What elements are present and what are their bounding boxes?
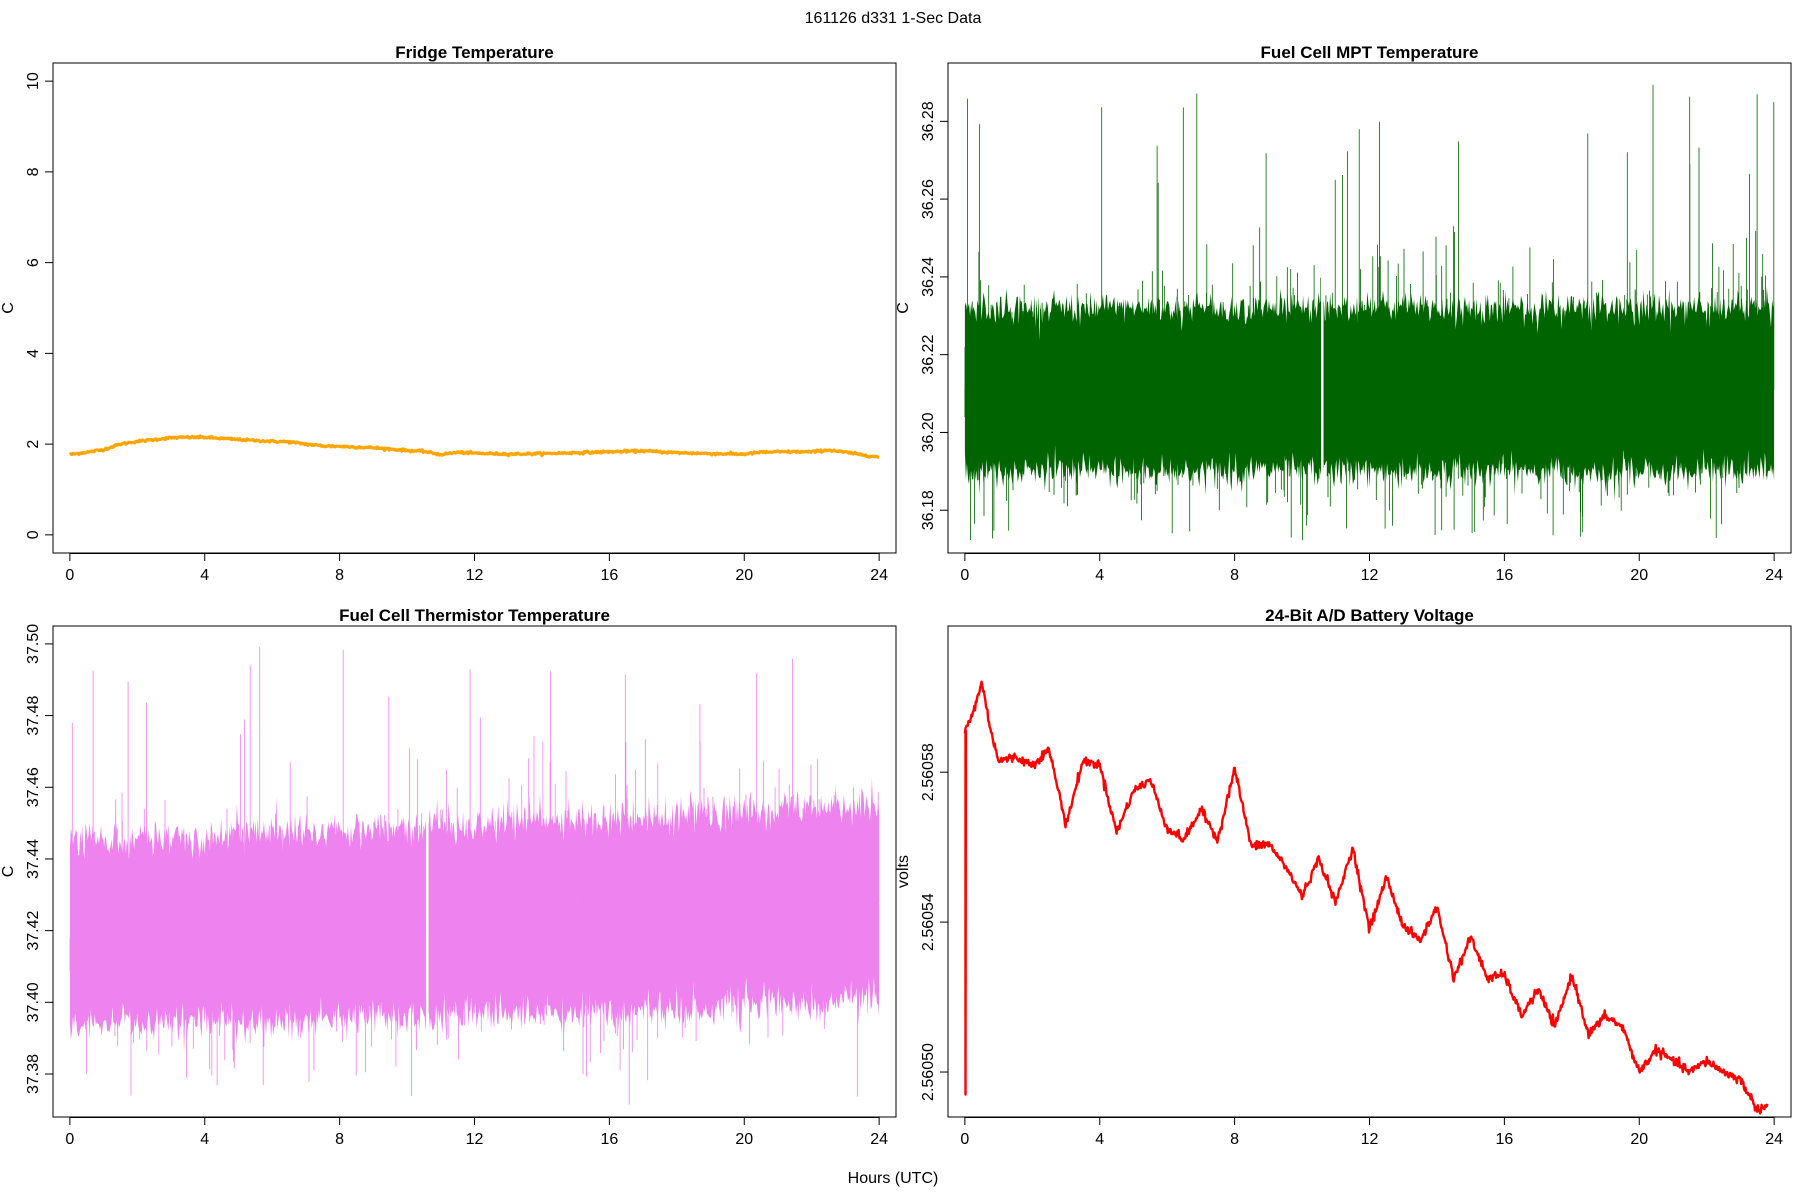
battery-voltage-panel: 24-Bit A/D Battery Voltage 0 4 8 12 16 20 24 2.5…	[895, 606, 1792, 1148]
fridge-x-tick-label: 20	[735, 567, 753, 584]
mpt-x-tick-label: 24	[1765, 567, 1783, 584]
mpt-x-tick-label: 0	[960, 567, 969, 584]
voltage-y-tick-label: 2.56058	[920, 743, 937, 801]
fridge-x-tick-label: 24	[870, 567, 888, 584]
mpt-y-tick-label: 36.24	[920, 257, 937, 297]
voltage-y-tick-label: 2.56054	[920, 893, 937, 951]
fridge-plot-frame	[52, 62, 897, 554]
mpt-x-tick-label: 8	[1230, 567, 1239, 584]
mpt-panel-title: Fuel Cell MPT Temperature	[1261, 43, 1479, 62]
thermistor-x-tick-label: 4	[200, 1131, 209, 1148]
mpt-x-tick-label: 12	[1361, 567, 1379, 584]
fridge-x-tick-label: 8	[335, 567, 344, 584]
thermistor-y-tick-label: 37.38	[25, 1054, 42, 1094]
fridge-x-tick-label: 16	[600, 567, 618, 584]
fridge-y-tick-label: 4	[25, 349, 42, 358]
mpt-y-tick-label: 36.22	[920, 335, 937, 375]
thermistor-y-tick-label: 37.50	[25, 624, 42, 664]
mpt-x-tick-label: 20	[1630, 567, 1648, 584]
thermistor-x-tick-label: 16	[600, 1131, 618, 1148]
voltage-panel-title: 24-Bit A/D Battery Voltage	[1265, 606, 1474, 625]
mpt-y-tick-label: 36.20	[920, 412, 937, 452]
thermistor-x-tick-label: 8	[335, 1131, 344, 1148]
voltage-y-axis-label: volts	[895, 855, 912, 888]
fridge-plot-area	[68, 434, 880, 459]
mpt-y-tick-label: 36.18	[920, 490, 937, 530]
mpt-plot-area	[964, 84, 1775, 541]
voltage-series-line	[963, 680, 1769, 1115]
thermistor-y-tick-label: 37.48	[25, 695, 42, 735]
figure-xlabel: Hours (UTC)	[848, 1170, 939, 1187]
fuel-cell-mpt-temperature-panel: Fuel Cell MPT Temperature 0 4 8 12 16 20 24 36.1…	[895, 43, 1792, 584]
fridge-y-tick-label: 8	[25, 167, 42, 176]
fridge-x-tick-label: 12	[466, 567, 484, 584]
fridge-y-tick-label: 6	[25, 258, 42, 267]
thermistor-y-tick-label: 37.46	[25, 767, 42, 807]
voltage-x-tick-label: 20	[1630, 1131, 1648, 1148]
fridge-x-tick-label: 0	[65, 567, 74, 584]
thermistor-y-tick-label: 37.42	[25, 911, 42, 951]
voltage-x-tick-label: 4	[1095, 1131, 1104, 1148]
voltage-plot-frame	[947, 625, 1792, 1118]
voltage-x-tick-label: 8	[1230, 1131, 1239, 1148]
thermistor-series-spikes	[69, 646, 880, 1105]
fuel-cell-thermistor-temperature-panel: Fuel Cell Thermistor Temperature 0 4 8 12 16 2…	[0, 606, 897, 1148]
thermistor-x-tick-label: 12	[466, 1131, 484, 1148]
fridge-y-tick-label: 10	[25, 72, 42, 90]
voltage-plot-area	[963, 680, 1769, 1115]
fridge-panel-title: Fridge Temperature	[395, 43, 553, 62]
fridge-x-tick-label: 4	[200, 567, 209, 584]
voltage-x-tick-label: 24	[1765, 1131, 1783, 1148]
voltage-x-tick-label: 0	[960, 1131, 969, 1148]
thermistor-x-tick-label: 24	[870, 1131, 888, 1148]
thermistor-plot-area	[69, 646, 880, 1105]
mpt-series-spikes	[964, 84, 1775, 541]
mpt-y-tick-label: 36.28	[920, 101, 937, 141]
thermistor-y-axis-label: C	[0, 866, 17, 878]
fridge-y-tick-label: 2	[25, 440, 42, 449]
fridge-y-tick-label: 0	[25, 530, 42, 539]
figure-title: 161126 d331 1-Sec Data	[805, 10, 982, 27]
voltage-y-tick-label: 2.56050	[920, 1043, 937, 1101]
fridge-series-line	[68, 434, 880, 459]
mpt-y-axis-label: C	[895, 302, 912, 314]
thermistor-y-tick-label: 37.40	[25, 982, 42, 1022]
thermistor-x-tick-label: 20	[735, 1131, 753, 1148]
thermistor-y-tick-label: 37.44	[25, 839, 42, 879]
mpt-x-tick-label: 4	[1095, 567, 1104, 584]
voltage-x-tick-label: 12	[1361, 1131, 1379, 1148]
thermistor-panel-title: Fuel Cell Thermistor Temperature	[339, 606, 610, 625]
mpt-y-tick-label: 36.26	[920, 179, 937, 219]
mpt-x-tick-label: 16	[1495, 567, 1513, 584]
voltage-x-tick-label: 16	[1495, 1131, 1513, 1148]
thermistor-x-tick-label: 0	[65, 1131, 74, 1148]
fridge-y-axis-label: C	[0, 302, 17, 314]
